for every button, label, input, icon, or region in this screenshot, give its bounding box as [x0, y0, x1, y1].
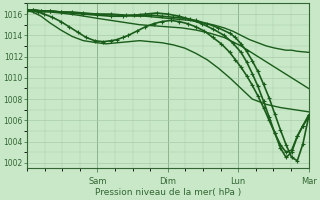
X-axis label: Pression niveau de la mer( hPa ): Pression niveau de la mer( hPa ) — [95, 188, 241, 197]
